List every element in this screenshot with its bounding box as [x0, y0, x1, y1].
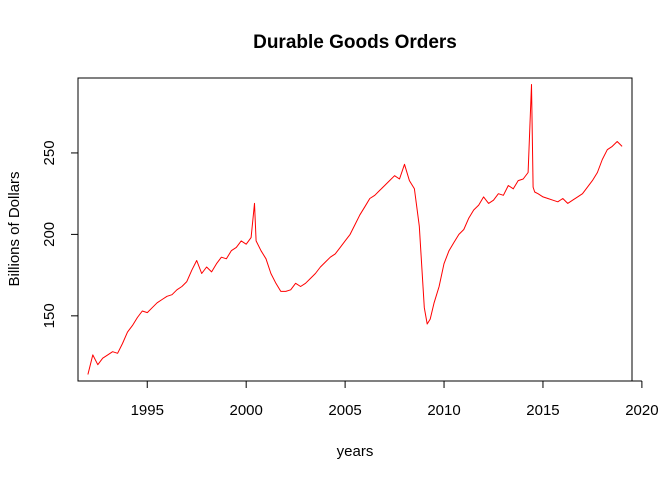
x-tick-label: 2015: [526, 402, 559, 419]
x-axis: 1995 2000 2005 2010 2015 2020: [131, 380, 659, 419]
y-axis-label: Billions of Dollars: [6, 171, 23, 286]
x-tick-label: 1995: [131, 402, 164, 419]
chart-title: Durable Goods Orders: [253, 32, 457, 53]
plot-frame: [77, 77, 633, 382]
x-tick-label: 2000: [229, 402, 262, 419]
y-tick-label: 150: [41, 303, 58, 328]
y-tick-label: 250: [41, 140, 58, 165]
x-tick-label: 2010: [427, 402, 460, 419]
y-tick-label: 200: [41, 222, 58, 247]
x-axis-label: years: [337, 443, 374, 460]
x-tick-label: 2020: [625, 402, 658, 419]
series-line: [87, 84, 623, 375]
x-tick-label: 2005: [328, 402, 361, 419]
y-axis: 150 200 250: [41, 140, 79, 328]
series-layer: [87, 84, 623, 375]
